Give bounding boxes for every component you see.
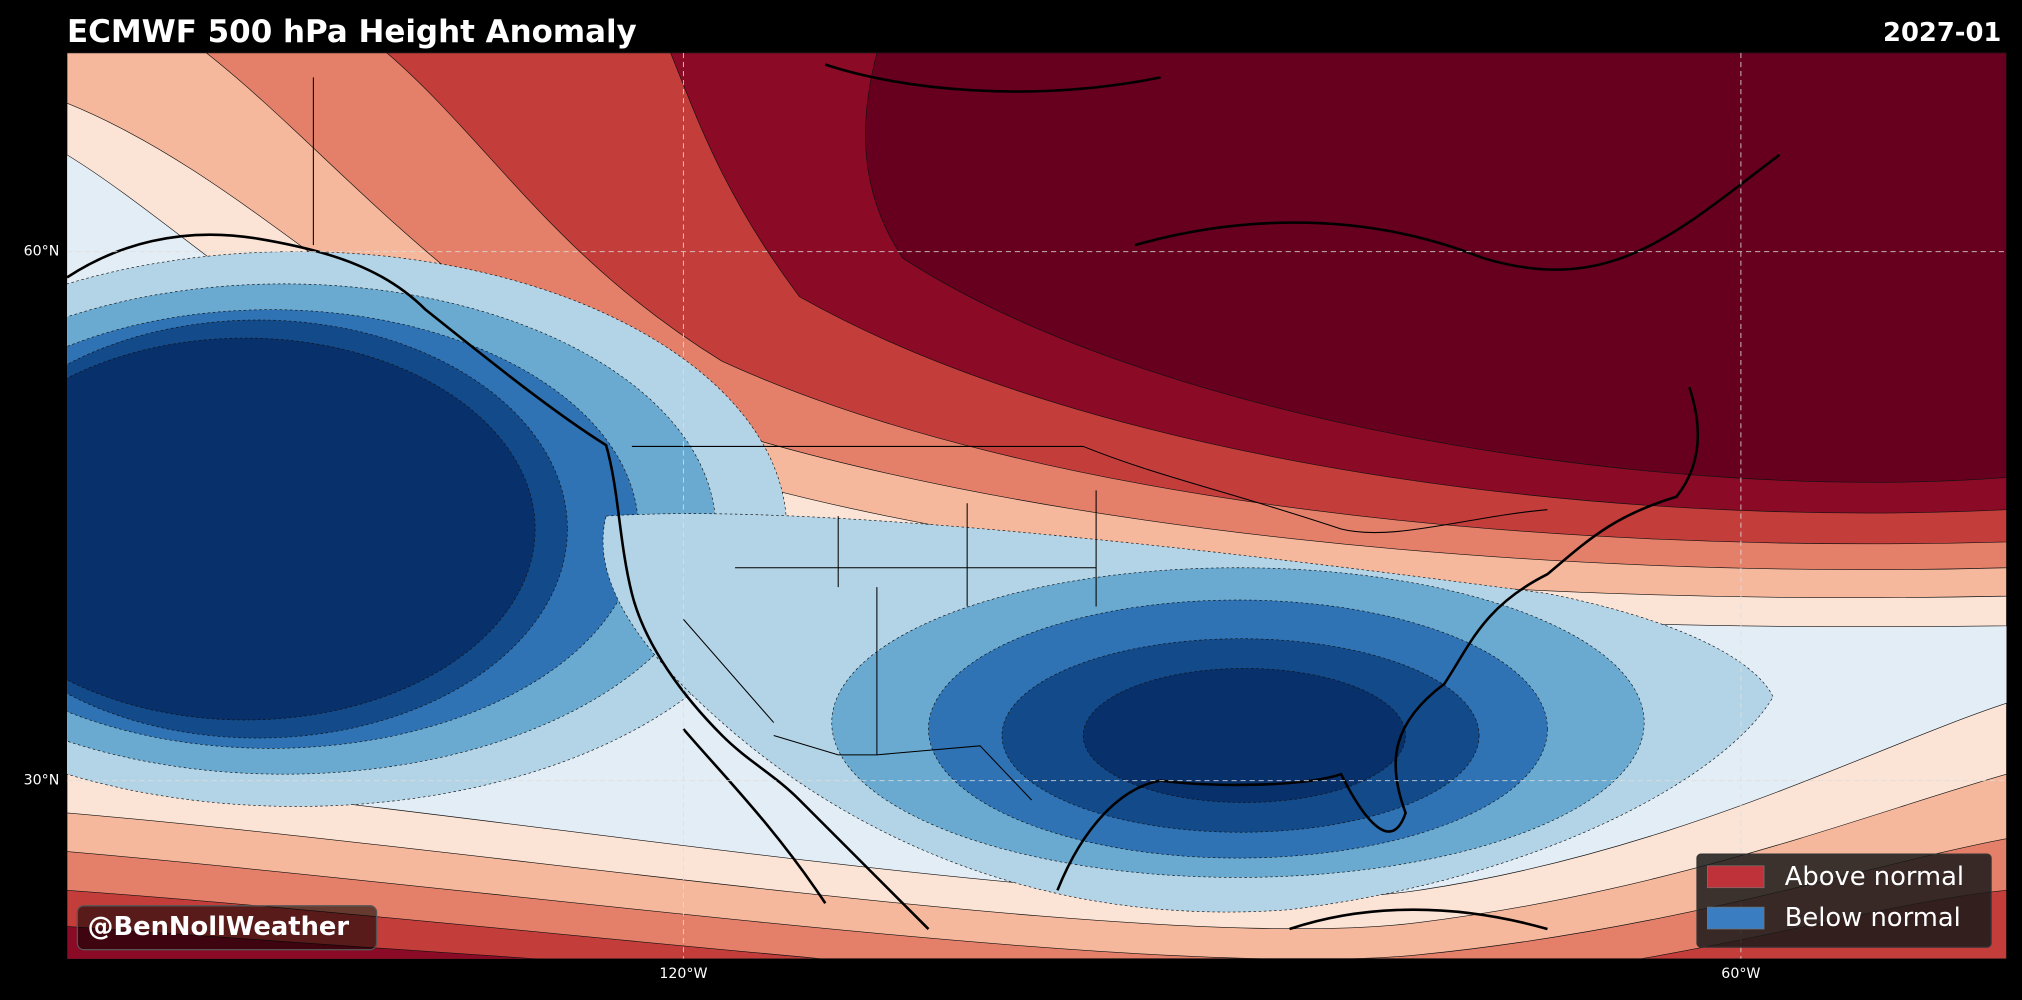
lat-label: 60°N [24,244,60,260]
watermark-box [76,905,378,951]
legend-box [1696,853,1992,948]
anomaly-field [67,52,2007,959]
legend-swatch [1707,865,1765,889]
negative-band [67,337,536,721]
title: ECMWF 500 hPa Height Anomaly [67,14,637,50]
legend-label: Above normal [1785,862,1964,892]
negative-band [1082,668,1406,803]
border [312,77,1548,801]
date: 2027-01 [1883,18,2001,48]
lon-label: 120°W [659,966,707,982]
lon-label: 60°W [1721,966,1760,982]
watermark: @BenNollWeather [88,912,350,942]
coastline [67,233,1699,930]
legend-label: Below normal [1785,903,1961,933]
positive-band [865,52,2007,483]
lat-label: 30°N [24,773,60,789]
coastline [824,63,1781,931]
legend-swatch [1707,906,1765,930]
legend: Above normal Below normal [1696,853,1992,948]
